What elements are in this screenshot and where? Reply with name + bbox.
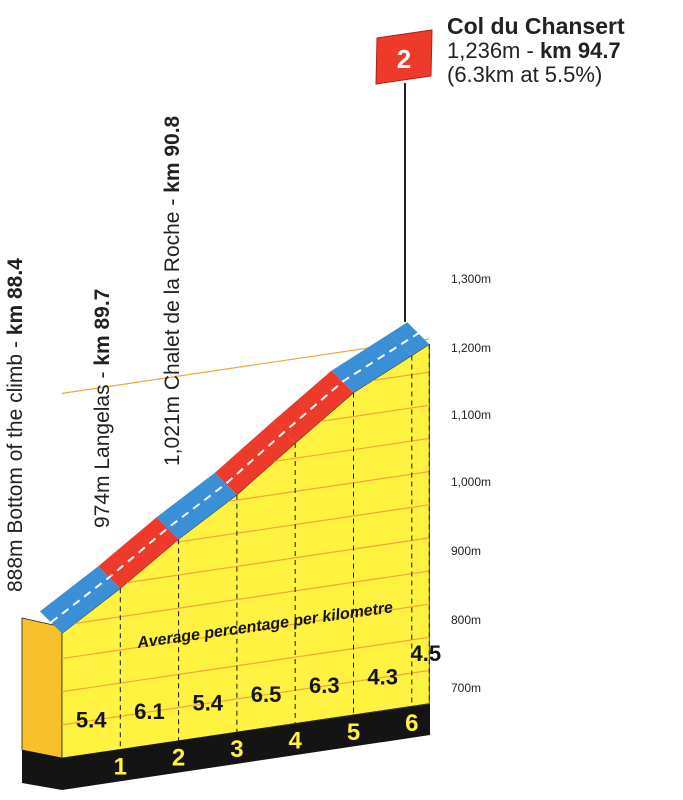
gradient-value: 4.5 (411, 641, 442, 666)
gridline (61, 669, 430, 726)
base-strip-side (22, 750, 62, 790)
gridline (228, 470, 430, 502)
y-tick-label: 1,300m (451, 272, 491, 286)
gradient-value: 6.3 (309, 673, 340, 698)
gradient-value: 6.5 (251, 682, 282, 707)
marker-langelas-km: km 89.7 (91, 288, 114, 366)
km-tick-label: 1 (114, 753, 127, 780)
summit-info: Col du Chansert 1,236m - km 94.7 (6.3km … (447, 13, 625, 88)
km-divider-lines (119, 344, 430, 750)
profile-side-face (21, 617, 63, 759)
gridline (174, 504, 430, 544)
gradient-values: 5.4 6.1 5.4 6.5 6.3 4.3 4.5 (76, 641, 441, 732)
ribbon-centerline (50, 332, 419, 624)
y-tick-label: 900m (451, 544, 481, 558)
gradient-segment (389, 322, 430, 356)
gridline (274, 437, 430, 462)
gridline (126, 537, 430, 584)
marker-start-altitude: 888m Bottom of the climb (4, 353, 27, 592)
y-tick-label: 700m (451, 681, 481, 695)
marker-label-chalet: 1,021m Chalet de la Roche - km 90.8 (161, 115, 184, 466)
km-tick-label: 2 (172, 745, 185, 772)
km-tick-label: 3 (230, 736, 243, 763)
y-tick-label: 800m (451, 613, 481, 627)
gridline (74, 570, 430, 625)
marker-chalet-km: km 90.8 (161, 115, 184, 193)
km-tick-label: 6 (405, 710, 418, 737)
marker-langelas-altitude: 974m Langelas - (91, 365, 114, 528)
y-axis-ticks: 700m 800m 900m 1,000m 1,100m 1,200m 1,300m (451, 272, 491, 695)
summit-name: Col du Chansert (447, 13, 625, 39)
km-tick-labels: 1 2 3 4 5 6 (114, 710, 419, 780)
gridline (372, 371, 430, 382)
y-tick-label: 1,000m (451, 475, 491, 489)
km-tick-label: 4 (289, 727, 303, 754)
y-tick-label: 1,200m (451, 341, 491, 355)
marker-label-langelas: 974m Langelas - km 89.7 (91, 288, 114, 528)
gridline (320, 404, 430, 423)
marker-label-start: 888m Bottom of the climb - km 88.4 (4, 258, 27, 592)
gridline (61, 603, 430, 660)
summit-altitude: 1,236m - (447, 38, 540, 64)
gradient-value: 5.4 (76, 708, 107, 733)
base-strip (62, 704, 430, 790)
marker-start-separator: - (4, 335, 27, 354)
category-flag (375, 29, 433, 85)
marker-start-km: km 88.4 (4, 258, 27, 336)
km-tick-label: 5 (347, 719, 360, 746)
marker-chalet-altitude: 1,021m Chalet de la Roche - (161, 192, 184, 466)
gradient-value: 6.1 (134, 699, 165, 724)
summit-altitude-line: 1,236m - km 94.7 (447, 39, 625, 63)
summit-climb-stats: (6.3km at 5.5%) (447, 62, 603, 88)
gradient-value: 5.4 (192, 690, 223, 715)
gradient-value: 4.3 (367, 665, 398, 690)
gradient-segment (214, 421, 296, 495)
y-tick-label: 1,100m (451, 408, 491, 422)
summit-km: km 94.7 (539, 38, 621, 64)
gridline (61, 636, 430, 693)
category-badge: 2 (397, 44, 411, 74)
